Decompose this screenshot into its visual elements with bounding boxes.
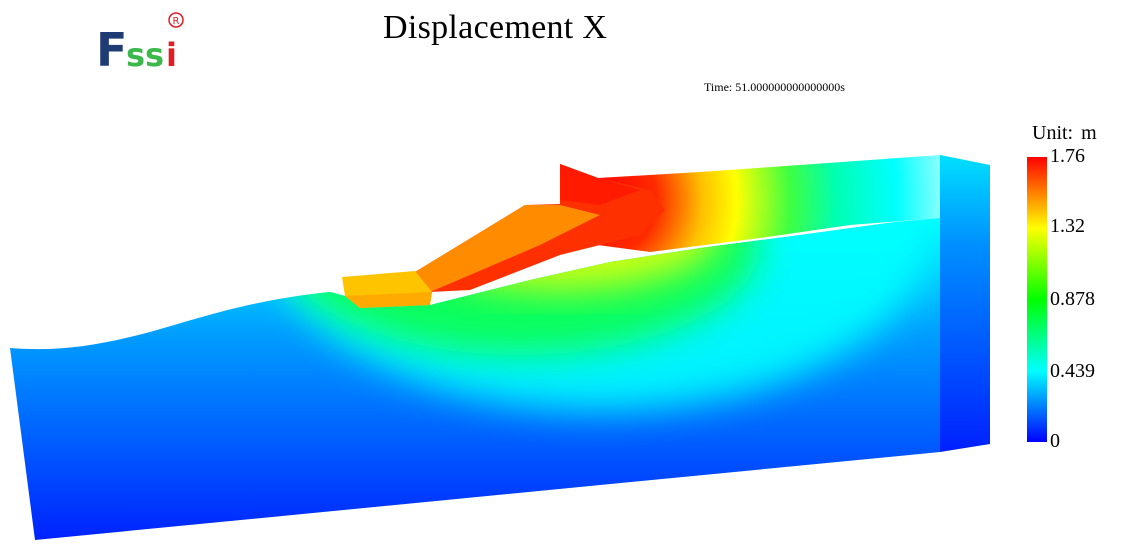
registered-mark-r: R [173, 16, 180, 27]
logo-letter-i: i [166, 36, 177, 74]
unit-label: Unit: [1032, 122, 1074, 144]
logo-letter-f: F [96, 23, 127, 77]
slope-top-surface [560, 155, 990, 252]
slope-model-view [0, 140, 1000, 540]
color-bar-fill [1027, 157, 1047, 442]
logo-letters-ss: ss [126, 36, 164, 74]
slope-right-face [940, 155, 990, 452]
plot-title: Displacement X [383, 9, 608, 46]
unit-value: m [1081, 122, 1097, 144]
sliding-mass-slope-face [415, 205, 600, 292]
legend-tick-4: 0.439 [1050, 360, 1095, 382]
time-label: Time: 51.000000000000000s [704, 80, 845, 94]
unit-label-group: Unit: m [1032, 122, 1097, 145]
color-bar [1027, 157, 1047, 442]
legend-tick-max: 1.76 [1050, 145, 1085, 167]
legend-tick-2: 1.32 [1050, 215, 1085, 237]
registered-mark-circle [168, 12, 184, 28]
fssi-logo: F ss i R [96, 8, 188, 77]
legend-tick-3: 0.878 [1050, 288, 1095, 310]
toe-block-front [345, 292, 432, 308]
legend-tick-min: 0 [1050, 430, 1060, 452]
sliding-mass-crest [560, 164, 640, 205]
